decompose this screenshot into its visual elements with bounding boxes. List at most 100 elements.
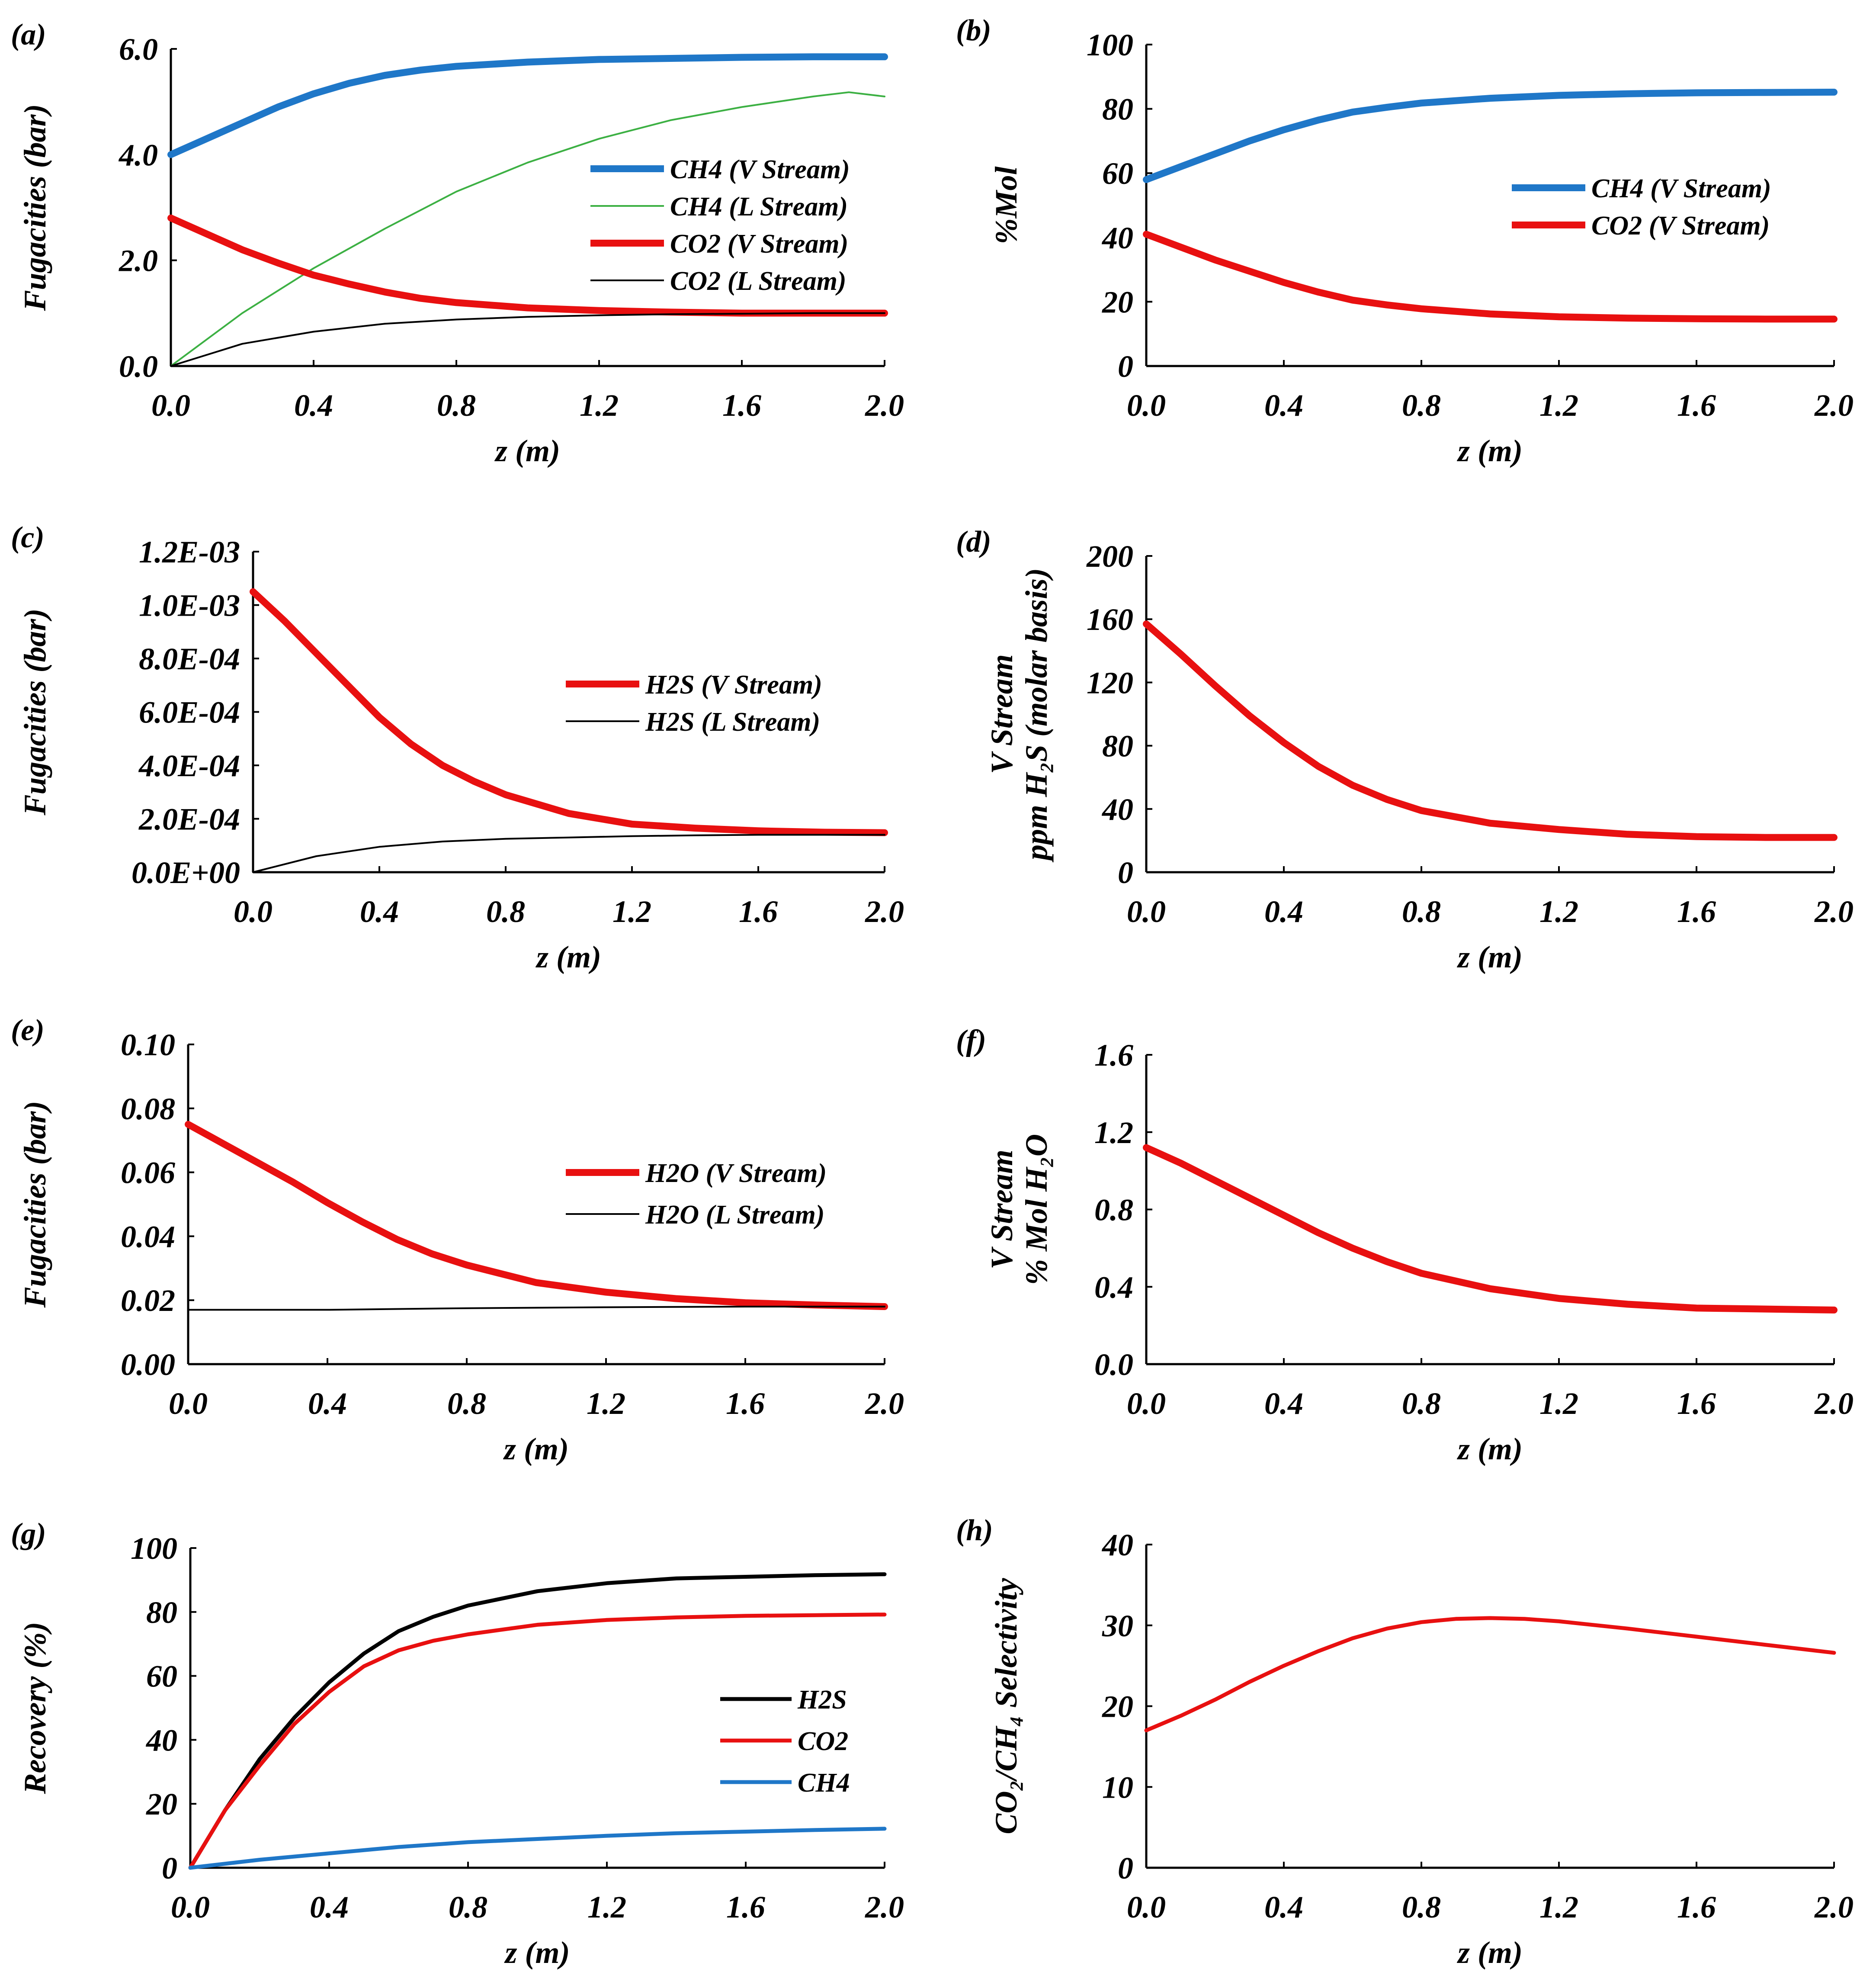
legend-label: CO2 (V Stream) xyxy=(670,229,848,259)
x-tick-label: 1.2 xyxy=(613,894,651,929)
chart-g: 0.0 0.4 0.8 1.2 1.6 2.0 0 20 40 60 80 100 z (m) Recov… xyxy=(11,1517,904,1970)
legend-label: CH4 (V Stream) xyxy=(670,155,850,184)
y-axis-title: CO₂/CH₄ Selectivity xyxy=(989,1577,1023,1834)
x-axis-title: z (m) xyxy=(1456,1935,1523,1970)
chart-f: 0.0 0.4 0.8 1.2 1.6 2.0 0.0 0.4 0.8 1.2 1.6 z (m) V … xyxy=(956,1024,1854,1466)
legend-label: H2S (L Stream) xyxy=(645,707,820,737)
legend-label: H2O (V Stream) xyxy=(645,1159,827,1188)
x-tick-label: 0.0 xyxy=(1127,894,1166,929)
y-tick-label: 6.0 xyxy=(119,32,158,67)
y-tick-label: 0 xyxy=(1118,855,1133,890)
series-line-ch4-v-stream xyxy=(167,53,888,158)
series-line-v-stream-h2s xyxy=(1143,620,1838,841)
x-tick-label: 0.0 xyxy=(1127,1386,1166,1421)
y-tick-label: 0.02 xyxy=(121,1283,175,1318)
y-axis-title: %Mol xyxy=(989,167,1023,244)
panel-tag: (e) xyxy=(11,1014,45,1047)
legend-label: H2O (L Stream) xyxy=(645,1200,824,1230)
x-tick-label: 0.4 xyxy=(310,1890,349,1924)
x-tick-label: 0.8 xyxy=(1402,1890,1441,1924)
panel-tag: (d) xyxy=(956,525,991,559)
y-tick-label: 80 xyxy=(1102,729,1133,764)
series-line-h2o-v-stream xyxy=(185,1121,888,1310)
y-tick-label: 0.8 xyxy=(1094,1193,1133,1227)
x-axis-title: z (m) xyxy=(535,940,601,974)
legend-label: CO2 (L Stream) xyxy=(670,267,847,296)
x-tick-label: 0.0 xyxy=(1127,388,1166,423)
x-axis-title: z (m) xyxy=(494,434,560,468)
x-tick-label: 2.0 xyxy=(1814,388,1854,423)
x-axis-title: z (m) xyxy=(1456,434,1523,468)
y-tick-label: 30 xyxy=(1102,1609,1133,1643)
x-tick-label: 0.4 xyxy=(1264,1890,1303,1924)
x-tick-label: 0.4 xyxy=(1264,1386,1303,1421)
x-tick-label: 0.0 xyxy=(234,894,273,929)
y-tick-label: 1.2 xyxy=(1094,1115,1133,1150)
y-tick-label: 4.0 xyxy=(118,138,158,172)
x-tick-label: 1.2 xyxy=(587,1386,625,1421)
x-tick-label: 2.0 xyxy=(865,1386,904,1421)
y-tick-label: 20 xyxy=(1102,285,1133,319)
y-tick-label: 0.0E+00 xyxy=(131,855,240,890)
y-tick-label: 1.6 xyxy=(1094,1038,1133,1073)
x-tick-label: 0.4 xyxy=(294,388,333,423)
series-line-h2s-l-stream xyxy=(252,834,885,873)
y-tick-label: 20 xyxy=(146,1787,177,1821)
y-axis-title-line2: % Mol H₂O xyxy=(1019,1134,1054,1285)
series-line-ch4 xyxy=(188,1827,887,1870)
panel-tag: (a) xyxy=(11,18,46,51)
y-axis-title: Recovery (%) xyxy=(18,1622,52,1795)
x-tick-label: 2.0 xyxy=(865,388,904,423)
legend-label: CH4 (V Stream) xyxy=(1591,174,1771,203)
y-tick-label: 1.0E-03 xyxy=(139,588,240,623)
legend-label: CO2 (V Stream) xyxy=(1591,211,1770,241)
y-tick-label: 0.0 xyxy=(1094,1347,1133,1382)
y-tick-label: 0.10 xyxy=(121,1028,175,1062)
legend-label: H2S (V Stream) xyxy=(645,670,822,700)
y-tick-label: 10 xyxy=(1102,1770,1133,1805)
series-line-co2-l-stream xyxy=(170,312,885,367)
x-tick-label: 1.6 xyxy=(1677,1890,1716,1924)
y-tick-label: 0.08 xyxy=(121,1092,175,1126)
x-tick-label: 0.8 xyxy=(1402,894,1441,929)
series-line-h2s xyxy=(188,1572,887,1870)
y-tick-label: 2.0E-04 xyxy=(138,802,240,837)
x-tick-label: 0.4 xyxy=(360,894,399,929)
y-tick-label: 0 xyxy=(162,1851,177,1885)
legend: H2O (V Stream) H2O (L Stream) xyxy=(566,1159,827,1230)
y-tick-label: 100 xyxy=(1087,28,1133,62)
x-tick-label: 1.6 xyxy=(726,1386,765,1421)
chart-e: 0.0 0.4 0.8 1.2 1.6 2.0 0.00 0.02 0.04 0.06 0.08 0.… xyxy=(11,1014,904,1466)
legend: H2S (V Stream) H2S (L Stream) xyxy=(566,670,822,737)
x-tick-label: 0.4 xyxy=(1264,894,1303,929)
y-tick-label: 200 xyxy=(1086,539,1133,574)
x-tick-label: 1.2 xyxy=(587,1890,626,1924)
legend-label: CH4 xyxy=(798,1768,850,1798)
y-tick-label: 20 xyxy=(1102,1689,1133,1724)
series-line-ch4-l-stream xyxy=(170,91,885,367)
panel-tag: (h) xyxy=(956,1514,993,1547)
legend-label: CO2 xyxy=(798,1727,848,1756)
series-line-co2-ch4-selectivity xyxy=(1144,1616,1836,1732)
y-tick-label: 120 xyxy=(1087,665,1133,700)
x-tick-label: 0.8 xyxy=(447,1386,486,1421)
series-line-h2s-v-stream xyxy=(250,588,888,836)
x-tick-label: 1.6 xyxy=(726,1890,765,1924)
x-axis-title: z (m) xyxy=(503,1432,569,1466)
legend-label: H2S xyxy=(797,1685,847,1715)
y-axis-title-line2: ppm H₂S (molar basis) xyxy=(1019,568,1054,863)
x-tick-label: 2.0 xyxy=(865,894,904,929)
x-tick-label: 0.8 xyxy=(437,388,476,423)
chart-d: 0.0 0.4 0.8 1.2 1.6 2.0 0 40 80 120 160 200 z (m) V S… xyxy=(956,525,1854,974)
x-tick-label: 1.2 xyxy=(1539,388,1578,423)
x-tick-label: 0.8 xyxy=(486,894,525,929)
x-tick-label: 1.2 xyxy=(1539,1890,1578,1924)
y-tick-label: 60 xyxy=(1102,156,1133,191)
y-tick-label: 40 xyxy=(1101,792,1133,827)
x-tick-label: 0.8 xyxy=(449,1890,487,1924)
x-tick-label: 1.6 xyxy=(739,894,778,929)
series-line-co2-v-stream xyxy=(167,214,888,317)
y-axis-title-line1: V Stream xyxy=(984,1150,1019,1269)
y-tick-label: 60 xyxy=(146,1659,177,1694)
